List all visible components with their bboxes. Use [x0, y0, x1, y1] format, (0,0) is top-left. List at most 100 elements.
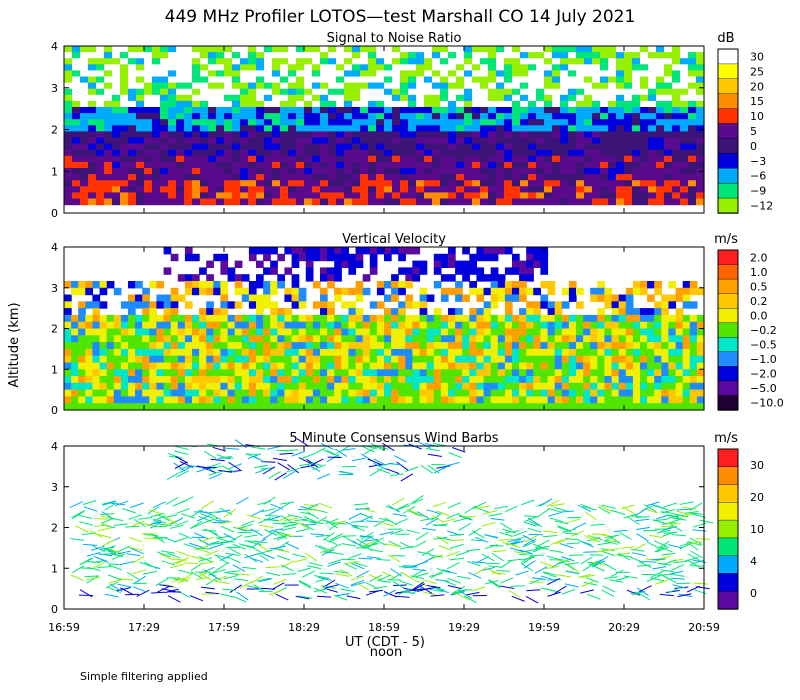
- snr-cell: [80, 107, 89, 114]
- snr-cell: [296, 94, 305, 102]
- vv-cell: [334, 355, 342, 364]
- wind-barb: [190, 555, 205, 560]
- colorbar-label: 10: [750, 110, 764, 123]
- vv-cell: [391, 342, 399, 350]
- vv-cell: [71, 355, 79, 364]
- snr-cell: [200, 155, 209, 163]
- wind-barb: [455, 550, 470, 557]
- wind-barb: [296, 438, 309, 447]
- y-tick-label: 3: [51, 282, 58, 295]
- snr-cell: [536, 143, 545, 151]
- snr-cell: [200, 198, 209, 206]
- snr-cell: [336, 137, 345, 145]
- snr-cell: [352, 131, 361, 139]
- vv-cell: [234, 335, 243, 343]
- snr-cell: [136, 94, 145, 102]
- vv-cell: [298, 328, 307, 336]
- wind-barb: [630, 548, 645, 552]
- vv-cell: [597, 362, 605, 370]
- snr-cell: [104, 149, 113, 157]
- vv-cell: [149, 308, 157, 316]
- snr-cell: [136, 100, 145, 108]
- snr-cell: [200, 186, 209, 193]
- vv-cell: [632, 335, 641, 343]
- wind-barb: [657, 573, 672, 577]
- snr-cell: [600, 125, 609, 132]
- snr-cell: [544, 143, 553, 151]
- snr-cell: [184, 76, 193, 84]
- snr-cell: [336, 198, 345, 206]
- snr-cell: [600, 94, 609, 102]
- wind-barb: [281, 522, 296, 524]
- wind-barb: [379, 531, 394, 536]
- colorbar-swatch: [717, 168, 739, 184]
- snr-cell: [656, 76, 665, 84]
- snr-cell: [600, 58, 609, 65]
- vv-cell: [106, 355, 115, 364]
- vv-cell: [192, 321, 200, 330]
- vv-cell: [618, 376, 627, 384]
- snr-cell: [568, 94, 577, 102]
- wind-barb: [436, 568, 451, 574]
- snr-cell: [320, 88, 329, 96]
- vv-cell: [597, 294, 605, 302]
- vv-cell: [469, 348, 477, 357]
- snr-cell: [144, 58, 153, 65]
- wind-barb: [601, 550, 615, 557]
- vv-cell: [668, 321, 677, 330]
- snr-cell: [456, 168, 465, 175]
- vv-cell: [327, 314, 335, 323]
- vv-cell: [675, 355, 684, 364]
- snr-cell: [320, 198, 329, 206]
- colorbar-swatch: [717, 573, 739, 592]
- vv-cell: [668, 382, 677, 391]
- snr-cell: [192, 125, 201, 132]
- snr-cell: [280, 186, 289, 193]
- snr-cell: [328, 88, 337, 96]
- snr-cell: [560, 155, 569, 163]
- vv-cell: [312, 396, 321, 404]
- vv-cell: [440, 287, 449, 296]
- vv-cell: [263, 301, 271, 309]
- snr-cell: [504, 155, 513, 163]
- snr-cell: [400, 131, 409, 139]
- snr-cell: [600, 192, 609, 200]
- snr-cell: [424, 113, 433, 120]
- snr-cell: [632, 52, 641, 59]
- vv-cell: [554, 342, 563, 350]
- snr-cell: [96, 58, 105, 65]
- snr-cell: [624, 143, 633, 151]
- snr-cell: [232, 107, 241, 114]
- snr-cell: [648, 137, 657, 145]
- snr-cell: [296, 100, 305, 108]
- vv-cell: [604, 294, 613, 302]
- snr-cell: [120, 192, 129, 200]
- wind-barb: [432, 501, 447, 508]
- wind-barb: [205, 591, 220, 595]
- vv-cell: [85, 335, 93, 343]
- snr-cell: [624, 119, 633, 126]
- snr-cell: [144, 168, 153, 175]
- snr-cell: [208, 161, 217, 169]
- snr-cell: [544, 94, 553, 102]
- vv-cell: [348, 348, 357, 357]
- vv-cell: [675, 369, 684, 377]
- vv-cell: [611, 308, 620, 316]
- vv-cell: [533, 314, 541, 323]
- snr-cell: [120, 70, 129, 78]
- vv-cell: [348, 382, 357, 391]
- snr-cell: [272, 94, 281, 102]
- vv-cell: [483, 369, 492, 377]
- colorbar-swatch: [717, 380, 739, 397]
- vv-cell: [654, 396, 662, 404]
- snr-cell: [464, 113, 473, 120]
- vv-cell: [668, 403, 677, 411]
- snr-cell: [384, 94, 393, 102]
- wind-barb: [619, 532, 632, 541]
- wind-barb: [251, 509, 265, 517]
- vv-cell: [220, 389, 229, 397]
- vv-cell: [519, 396, 527, 404]
- vv-cell: [668, 301, 677, 309]
- wind-barb: [388, 463, 403, 466]
- snr-cell: [488, 143, 497, 151]
